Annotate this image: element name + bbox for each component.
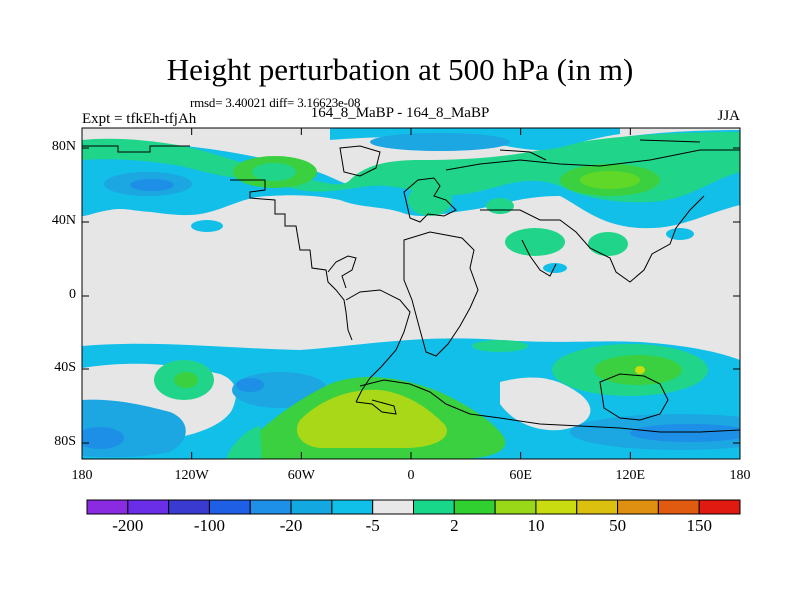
map-title: Height perturbation at 500 hPa (in m) <box>166 52 634 87</box>
colorbar-swatch <box>168 499 210 515</box>
mid-green-patch-1 <box>408 184 452 216</box>
mid-green-patch-2 <box>505 228 565 256</box>
arctic-deep-blue <box>370 133 510 151</box>
south-america-outline <box>345 289 411 403</box>
southwest-deep-blue <box>82 427 124 449</box>
colorbar-swatch <box>617 499 659 515</box>
asia-outline <box>445 149 740 283</box>
arctic-islands-outline <box>82 139 701 161</box>
colorbar-label: -20 <box>279 516 303 535</box>
europe-outline <box>403 177 457 223</box>
north-east-green-core <box>580 171 640 189</box>
lat-tick-label: 80S <box>54 434 76 449</box>
stats-label: rmsd= 3.40021 diff= 3.16623e-08 <box>190 95 361 110</box>
colorbar-swatch <box>86 499 129 515</box>
colorbar-label: 2 <box>450 516 459 535</box>
lon-tick-label: 180 <box>71 468 93 483</box>
australia-outline <box>599 373 669 421</box>
colorbar-swatch <box>127 499 170 515</box>
colorbar-swatch <box>290 499 333 515</box>
mid-cyan-patch-2 <box>666 228 694 240</box>
colorbar-swatch <box>576 499 619 515</box>
south-high-teal-rim <box>226 426 262 459</box>
mid-green-patch-3 <box>588 232 628 256</box>
africa-outline <box>403 231 479 357</box>
south-deep-blue-west-2 <box>236 378 264 392</box>
coastlines <box>82 139 740 433</box>
colorbar-swatch <box>372 499 414 515</box>
mid-cyan-patch-3 <box>725 174 740 194</box>
south-green-west-core <box>174 372 198 388</box>
colorbar-swatch <box>494 499 537 515</box>
colorbar-swatch <box>698 499 741 515</box>
colorbar-label: -200 <box>112 516 144 535</box>
axis-ticks <box>81 128 741 459</box>
lon-tick-label: 60E <box>509 468 532 483</box>
mid-green-patch-4 <box>486 198 514 214</box>
experiment-label: Expt = tfkEh-tfjAh <box>82 111 197 127</box>
southeast-deep-blue <box>630 424 740 442</box>
colorbar-label: 10 <box>527 516 545 535</box>
south-neutral-gap-2 <box>500 377 591 431</box>
antarctic-peninsula-outline <box>355 399 397 415</box>
case-label: 164_8_MaBP - 164_8_MaBP <box>310 105 490 121</box>
lat-tick-label: 0 <box>69 287 76 302</box>
south-high-yellowgreen <box>296 389 447 448</box>
lon-tick-label: 60W <box>287 468 315 483</box>
lat-tick-label: 40N <box>51 213 76 228</box>
lon-tick-label: 120E <box>615 468 646 483</box>
mid-cyan-patch-4 <box>543 263 567 273</box>
season-label: JJA <box>717 108 740 124</box>
lon-tick-label: 120W <box>174 468 209 483</box>
lat-tick-label: 80N <box>51 139 76 154</box>
north-green-blob-center <box>252 163 296 181</box>
colorbar-swatch <box>413 499 455 515</box>
north-america-outline <box>230 179 353 341</box>
colorbar-label: -100 <box>193 516 226 535</box>
colorbar-swatch <box>535 499 578 515</box>
indian-outline <box>521 239 557 277</box>
central-america-outline <box>327 255 357 289</box>
colorbar <box>86 499 741 515</box>
colorbar-swatch <box>657 499 700 515</box>
greenland-outline <box>339 145 381 177</box>
colorbar-swatch <box>453 499 496 515</box>
colorbar-swatch <box>331 499 374 515</box>
lat-tick-label: 40S <box>54 360 76 375</box>
colorbar-label: -5 <box>365 516 380 535</box>
map-plot-area <box>82 128 740 459</box>
south-mid-green <box>472 340 528 352</box>
colorbar-label: 50 <box>609 516 627 535</box>
antarctica-outline <box>359 379 740 433</box>
north-blue-core <box>130 179 174 191</box>
colorbar-label: 150 <box>686 516 712 535</box>
mid-cyan-patch-1 <box>191 220 223 232</box>
lon-tick-label: 0 <box>407 468 415 483</box>
colorbar-swatch <box>208 499 251 515</box>
lon-tick-label: 180 <box>729 468 751 483</box>
southeast-yellow-dot <box>635 366 645 374</box>
colorbar-swatch <box>249 499 292 515</box>
